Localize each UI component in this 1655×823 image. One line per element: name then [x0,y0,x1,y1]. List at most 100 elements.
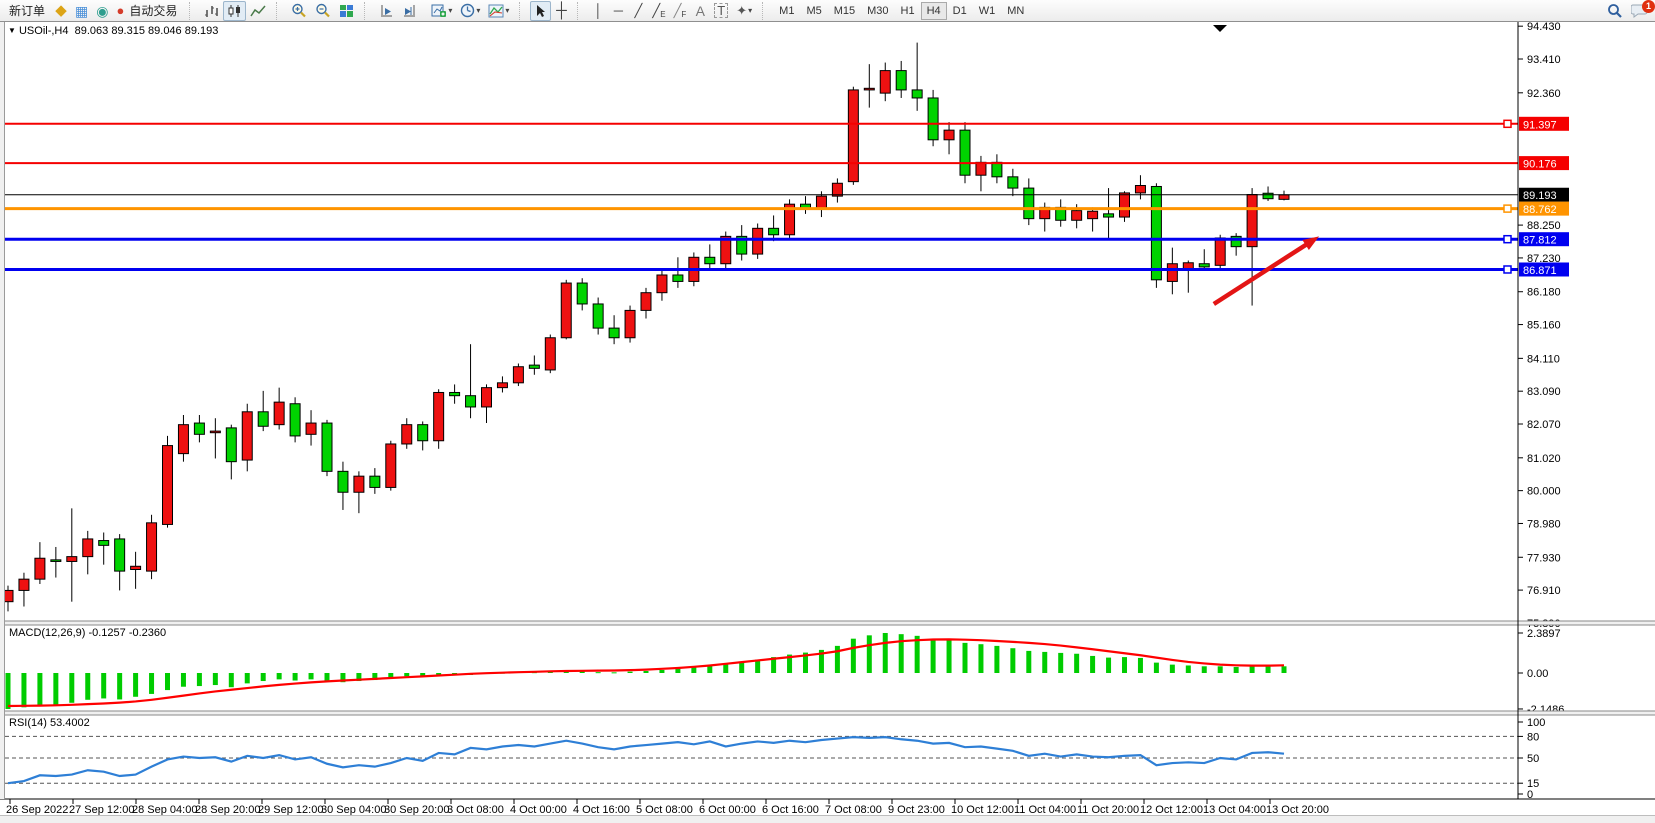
text-tool-icon[interactable]: A [695,2,705,19]
tf-m30-button[interactable]: M30 [867,4,889,17]
panel-borders [0,22,1655,823]
tf-m15-button[interactable]: M15 [833,4,856,17]
zoom-in-icon[interactable] [287,1,311,21]
autotrading-button[interactable]: ● 自动交易 [112,1,183,21]
auto-scroll-icon[interactable] [375,1,398,21]
tf-h1-button[interactable]: H1 [900,4,915,17]
period-clock-button[interactable]: ▾ [456,1,484,21]
chart-area[interactable]: ▼ USOil-,H4 89.063 89.315 89.046 89.193 … [0,22,1655,823]
svg-text:5 Oct 08:00: 5 Oct 08:00 [636,804,693,816]
svg-text:85.160: 85.160 [1527,320,1561,332]
tf-w1-button[interactable]: W1 [978,4,996,17]
tf-mn-button[interactable]: MN [1007,4,1025,17]
dropdown-arrow-icon: ▾ [748,6,753,15]
line-chart-icon[interactable] [246,1,270,21]
macd-panel [5,632,1287,709]
text-label-tool-icon[interactable]: T [710,1,732,21]
separator [276,1,281,20]
navigator-icon[interactable]: ◉ [96,2,109,19]
svg-text:90.176: 90.176 [1523,159,1557,171]
bar-chart-icon[interactable] [200,1,223,21]
candlestick-chart-icon[interactable] [223,0,247,21]
tf-m1-button[interactable]: M1 [779,4,795,17]
svg-text:13 Oct 04:00: 13 Oct 04:00 [1203,804,1266,816]
scroll-end-marker-icon[interactable] [1213,25,1227,32]
dropdown-arrow-icon: ▾ [448,6,453,15]
svg-text:28 Sep 04:00: 28 Sep 04:00 [132,804,197,816]
svg-text:27 Sep 12:00: 27 Sep 12:00 [69,804,134,816]
svg-text:84.110: 84.110 [1527,353,1560,365]
equidistant-channel-tool-icon[interactable]: ╱ E [652,3,666,19]
svg-text:89.193: 89.193 [1523,190,1557,202]
svg-text:78.980: 78.980 [1527,518,1561,530]
horizontal-line-tool-icon[interactable]: ─ [613,3,623,18]
svg-text:82.070: 82.070 [1527,419,1561,431]
zoom-out-icon[interactable] [311,1,335,21]
trendline-tool-icon[interactable]: ╱ [634,3,643,18]
svg-text:30 Sep 20:00: 30 Sep 20:00 [384,804,449,816]
svg-text:93.410: 93.410 [1527,54,1561,66]
svg-text:28 Sep 20:00: 28 Sep 20:00 [195,804,260,816]
svg-text:83.090: 83.090 [1527,386,1561,398]
new-order-button[interactable]: 新订单 [3,1,51,21]
separator [577,1,582,20]
price-chart-canvas[interactable]: 94.430 93.410 92.360 88.250 87.230 86.180 85.1… [0,22,1655,823]
chart-shift-icon[interactable] [398,1,421,21]
tf-m5-button[interactable]: M5 [806,4,822,17]
template-button[interactable]: ▾ [484,1,513,21]
svg-text:3 Oct 08:00: 3 Oct 08:00 [447,804,504,816]
svg-text:91.397: 91.397 [1523,119,1557,131]
svg-text:88.250: 88.250 [1527,220,1561,232]
separator [519,1,524,20]
svg-text:87.230: 87.230 [1527,253,1561,265]
collapse-triangle-icon: ▼ [8,26,16,35]
tile-windows-icon[interactable] [335,1,358,21]
rsi-panel [5,735,1518,785]
svg-text:50: 50 [1527,753,1539,765]
svg-text:6 Oct 00:00: 6 Oct 00:00 [699,804,756,816]
tf-h4-button[interactable]: H4 [920,1,947,20]
dropdown-arrow-icon: ▾ [505,6,510,15]
svg-text:92.360: 92.360 [1527,88,1561,100]
svg-text:80: 80 [1527,731,1539,743]
autotrading-label: 自动交易 [129,4,178,18]
svg-text:2.3897: 2.3897 [1527,628,1561,640]
svg-text:86.871: 86.871 [1523,265,1557,277]
svg-text:4 Oct 16:00: 4 Oct 16:00 [573,804,630,816]
dropdown-arrow-icon: ▾ [476,6,481,15]
svg-text:88.762: 88.762 [1523,204,1557,216]
arrows-tool-icon[interactable]: ✦ ▾ [736,3,753,18]
autotrading-icon: ● [116,3,125,18]
tf-d1-button[interactable]: D1 [952,4,967,17]
crosshair-icon[interactable]: ┼ [556,2,567,19]
separator [364,1,369,20]
cursor-icon[interactable] [530,0,552,21]
svg-text:76.910: 76.910 [1527,585,1561,597]
svg-text:26 Sep 2022: 26 Sep 2022 [6,804,68,816]
vertical-line-tool-icon[interactable]: │ [594,3,603,18]
trend-arrow-annotation[interactable] [1212,236,1320,306]
chart-ohlc-values: 89.063 89.315 89.046 89.193 [74,25,219,37]
notifications-icon[interactable]: 1 [1627,0,1655,21]
notification-badge: 1 [1642,0,1655,13]
separator [762,1,767,20]
search-icon[interactable] [1603,1,1627,21]
new-order-label: 新订单 [9,4,46,18]
chart-title: ▼ USOil-,H4 89.063 89.315 89.046 89.193 [8,25,218,37]
price-axis[interactable]: 94.430 93.410 92.360 88.250 87.230 86.180 85.1… [1518,22,1561,630]
separator [189,1,194,20]
svg-text:30 Sep 04:00: 30 Sep 04:00 [321,804,386,816]
new-chart-button[interactable]: ▾ [427,1,456,21]
fibonacci-tool-icon[interactable]: ╱ F [673,3,687,19]
svg-text:12 Oct 12:00: 12 Oct 12:00 [1140,804,1203,816]
svg-text:0.00: 0.00 [1527,668,1548,680]
new-order-icon[interactable]: ◆ [55,2,67,19]
svg-text:11 Oct 04:00: 11 Oct 04:00 [1014,804,1076,816]
svg-text:4 Oct 00:00: 4 Oct 00:00 [510,804,567,816]
svg-text:10 Oct 12:00: 10 Oct 12:00 [951,804,1014,816]
svg-text:29 Sep 12:00: 29 Sep 12:00 [258,804,323,816]
svg-text:86.180: 86.180 [1527,287,1561,299]
rsi-axis: 100 80 50 150 [1518,717,1545,801]
market-watch-icon[interactable]: ▦ [75,2,89,19]
